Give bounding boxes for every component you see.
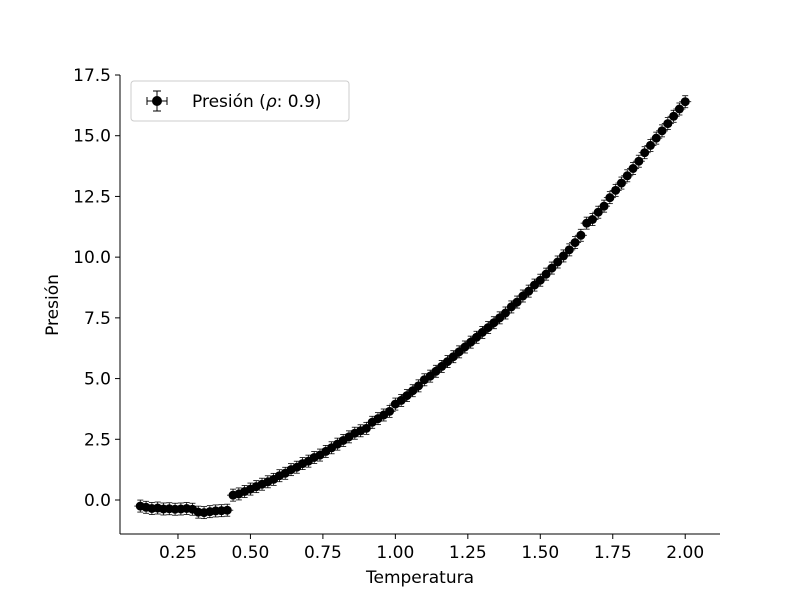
legend: Presión (ρ: 0.9) — [130, 80, 350, 122]
x-tick-label: 2.00 — [666, 543, 704, 563]
y-tick-label: 15.0 — [73, 127, 111, 147]
data-point — [667, 109, 680, 123]
y-tick-label: 5.0 — [84, 370, 111, 390]
data-point — [308, 451, 321, 464]
x-tick-label: 0.50 — [232, 543, 270, 563]
y-tick-label: 2.5 — [84, 430, 111, 450]
x-tick-label: 1.75 — [594, 543, 632, 563]
data-point — [644, 139, 657, 152]
data-point — [627, 162, 640, 175]
data-point — [661, 117, 674, 130]
data-point — [598, 199, 611, 213]
legend-box — [130, 80, 350, 122]
y-tick-label: 17.5 — [73, 66, 111, 86]
legend-marker — [146, 90, 168, 112]
data-point — [545, 261, 558, 275]
x-tick-label: 1.25 — [449, 543, 487, 563]
data-point — [603, 191, 616, 205]
data-point — [656, 124, 669, 138]
y-tick-label: 0.0 — [84, 491, 111, 511]
y-tick-label: 12.5 — [73, 187, 111, 207]
x-tick-label: 0.75 — [304, 543, 342, 563]
y-tick-label: 7.5 — [84, 309, 111, 329]
x-tick-label: 1.50 — [521, 543, 559, 563]
y-axis-title: Presión — [43, 274, 63, 336]
data-point — [638, 146, 651, 160]
x-axis-title: Temperatura — [365, 568, 474, 588]
data-point — [261, 475, 274, 489]
y-tick-label: 10.0 — [73, 248, 111, 268]
data-point — [221, 503, 234, 517]
x-tick-label: 0.25 — [159, 543, 197, 563]
data-point — [586, 213, 599, 226]
data-point — [574, 228, 587, 242]
data-point — [551, 255, 564, 269]
data-point — [673, 102, 686, 116]
legend-label: Presión (ρ: 0.9) — [192, 92, 321, 112]
data-point — [679, 95, 692, 109]
data-point — [412, 379, 425, 393]
data-point — [383, 404, 396, 418]
data-points — [134, 95, 692, 520]
data-point — [650, 131, 663, 145]
x-tick-label: 1.00 — [376, 543, 414, 563]
data-point — [615, 176, 628, 190]
data-point — [632, 154, 645, 168]
data-point — [609, 183, 622, 197]
axes: 0.25 0.50 0.75 1.00 1.25 1.50 1.75 2.00 0.0 2.5 5.… — [73, 66, 720, 563]
